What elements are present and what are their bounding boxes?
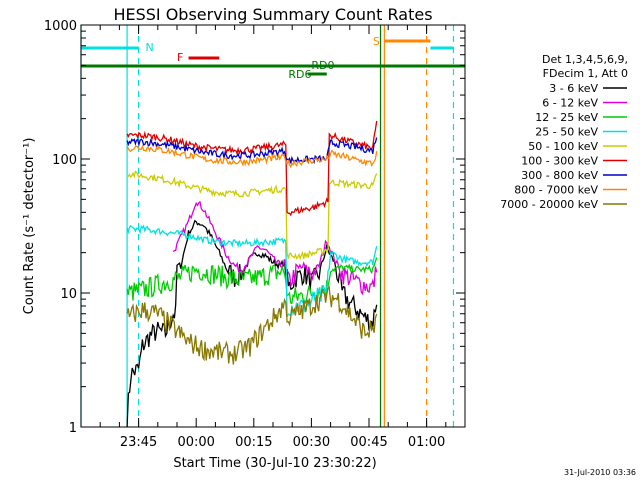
- x-tick-label: 00:00: [177, 435, 214, 450]
- legend-label-7: 800 - 7000 keV: [514, 184, 598, 197]
- legend-label-8: 7000 - 20000 keV: [500, 198, 598, 211]
- legend: Det 1,3,4,5,6,9, FDecim 1, Att 0 3 - 6 k…: [500, 53, 628, 211]
- x-tick-label: 01:00: [408, 435, 445, 450]
- legend-label-6: 300 - 800 keV: [521, 169, 598, 182]
- series-layer: [126, 120, 378, 428]
- x-tick-label: 00:45: [350, 435, 387, 450]
- legend-label-1: 6 - 12 keV: [542, 97, 598, 110]
- x-tick-label: 00:15: [235, 435, 272, 450]
- timestamp: 31-Jul-2010 03:36: [564, 468, 636, 477]
- series-line-50-100-kev: [126, 170, 378, 261]
- annotation-label-s: S: [373, 35, 380, 48]
- legend-label-4: 50 - 100 keV: [528, 140, 598, 153]
- x-axis-label: Start Time (30-Jul-10 23:30:22): [173, 456, 376, 471]
- x-tick-label: 23:45: [120, 435, 157, 450]
- legend-header-line-1: Det 1,3,4,5,6,9,: [542, 53, 628, 66]
- annotation-label-rd6: RD6: [288, 68, 311, 81]
- y-tick-label: 1000: [44, 19, 77, 34]
- y-axis-label: Count Rate (s⁻¹ detector⁻¹): [22, 138, 37, 315]
- legend-header-line-2: FDecim 1, Att 0: [543, 67, 628, 80]
- series-line-25-50-kev: [126, 224, 378, 317]
- legend-label-0: 3 - 6 keV: [549, 82, 598, 95]
- legend-label-2: 12 - 25 keV: [535, 111, 598, 124]
- annotation-label-rd0: RD0: [311, 59, 334, 72]
- legend-label-5: 100 - 300 keV: [521, 155, 598, 168]
- chart-title: HESSI Observing Summary Count Rates: [113, 5, 432, 24]
- x-tick-label: 00:30: [293, 435, 330, 450]
- series-line-12-25-kev: [126, 257, 378, 305]
- y-tick-label: 10: [60, 287, 77, 302]
- series-line-800-7000-kev: [126, 144, 378, 169]
- annotation-label-n: N: [145, 41, 153, 54]
- axis-layer: 1 10 100 1000 23:45 00:00 00:15 00:30 00:45 01:00: [44, 19, 466, 450]
- y-tick-label: 100: [52, 153, 77, 168]
- y-tick-label: 1: [69, 421, 77, 436]
- series-line-300-800-kev: [126, 137, 378, 165]
- legend-label-3: 25 - 50 keV: [535, 126, 598, 139]
- series-line-7000-20000-kev: [126, 285, 378, 365]
- annotation-label-f: F: [177, 51, 183, 64]
- series-line-6-12-kev: [172, 200, 378, 296]
- series-line-100-300-kev: [126, 120, 378, 217]
